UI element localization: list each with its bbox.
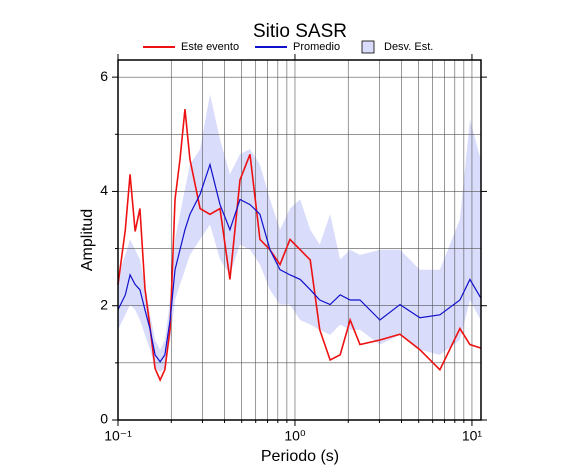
x-tick-label: 10¹ [462, 428, 483, 444]
x-axis-label: Periodo (s) [261, 448, 339, 465]
x-tick-label: 10⁻¹ [104, 428, 132, 444]
std-band [118, 94, 481, 373]
legend-swatch [361, 40, 375, 54]
series-line [117, 109, 481, 382]
legend-item: Promedio [255, 41, 340, 53]
legend-label: Promedio [293, 41, 340, 53]
chart-title: Sitio SASR [253, 21, 347, 42]
y-tick-label: 2 [100, 296, 108, 312]
y-tick-label: 6 [100, 68, 108, 84]
legend-label: Este evento [181, 41, 239, 53]
legend-label: Desv. Est. [384, 41, 433, 53]
legend-item: Este evento [143, 41, 239, 53]
plot-frame [117, 59, 482, 421]
y-tick-label: 0 [100, 411, 108, 427]
x-tick-label: 10⁰ [284, 428, 306, 444]
y-axis-label: Amplitud [79, 209, 96, 271]
legend-item: Desv. Est. [361, 40, 433, 54]
y-tick-label: 4 [100, 182, 108, 198]
series-line [117, 162, 482, 363]
